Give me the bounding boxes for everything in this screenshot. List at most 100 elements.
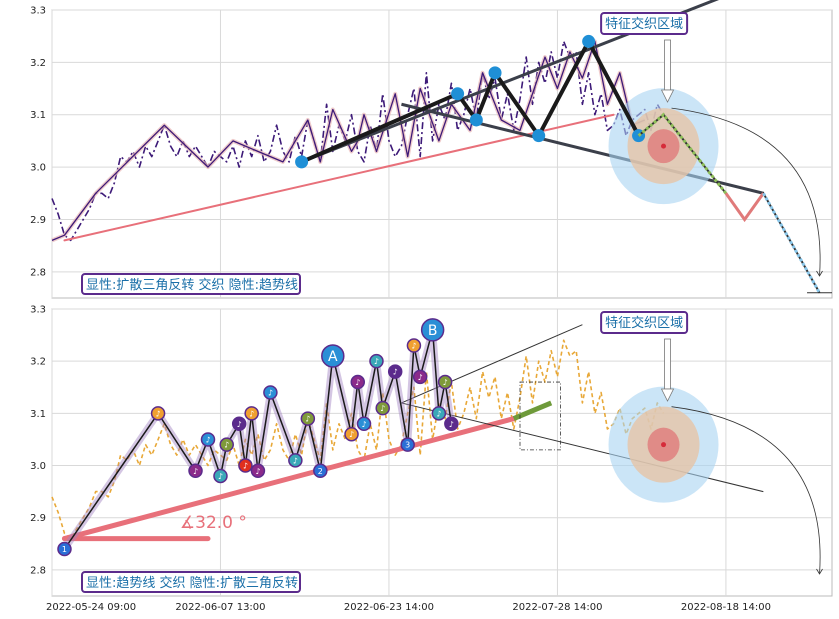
projection-arrow-head [816, 270, 823, 277]
wave-marker-label: A [328, 349, 338, 365]
wave-marker-label: ♪ [193, 467, 198, 476]
wave-marker-label: ♪ [237, 420, 242, 429]
wave-marker [219, 437, 234, 452]
projection-arrow [671, 406, 821, 575]
zone-center-dot [661, 143, 667, 149]
projection-arrow-head [816, 568, 823, 575]
feature-badge [600, 12, 689, 35]
wave-marker [300, 411, 316, 426]
wave-marker-label: ♪ [268, 388, 273, 397]
wave-marker-label: ♪ [411, 342, 416, 351]
projection-green [637, 112, 728, 195]
wave-marker [231, 416, 247, 432]
pattern-point-marker [469, 113, 483, 127]
wave-marker [244, 406, 259, 421]
y-tick-label: 3.3 [30, 305, 46, 316]
x-tick-label: 2022-08-18 14:00 [681, 602, 771, 613]
y-tick-label: 2.8 [30, 267, 46, 278]
y-tick-label: 3.1 [30, 110, 46, 121]
trend-line [63, 113, 615, 242]
wave-marker-label: ♪ [156, 409, 161, 418]
y-tick-label: 2.8 [30, 565, 46, 576]
wave-marker [238, 458, 253, 473]
wave-marker-label: 2 [318, 467, 323, 476]
projection-red [724, 192, 765, 223]
wave-marker [437, 374, 453, 390]
wave-marker-label: ♪ [349, 430, 354, 439]
y-tick-label: 3.2 [30, 357, 46, 368]
wave-marker-label: ♪ [224, 441, 229, 450]
trend-line [61, 416, 517, 542]
pattern-label-box [81, 571, 301, 593]
x-tick-label: 2022-06-07 13:00 [175, 602, 265, 613]
wave-marker [356, 416, 372, 432]
wave-marker [288, 453, 303, 468]
pattern-label-box [81, 273, 301, 295]
wave-marker-label: ♪ [380, 404, 385, 413]
forecast-box [519, 381, 561, 451]
wave-marker-label: ♪ [355, 378, 360, 387]
wave-marker-label: ♪ [205, 435, 210, 444]
bottom-panel: 2.8 2.9 3.0 3.1 3.2 3.3 ∡32.0 ° 1 ♪ ♪ ♪ ♪ ♪ ♪ ♪ ♪ ♪ ♪ ♪ ♪ 2 A… [30, 305, 833, 597]
badge-arrow-shaft [664, 338, 671, 390]
pattern-point-marker [488, 66, 502, 80]
wave-marker [188, 463, 203, 479]
wave-marker [350, 374, 366, 390]
wave-marker-label: 1 [62, 545, 67, 554]
wave-marker [200, 432, 216, 447]
triangle-upper-line [401, 324, 583, 404]
wave-marker [213, 468, 228, 484]
feature-badge [600, 311, 689, 334]
wave-marker-label: ♪ [305, 415, 310, 424]
triangle-upper-line [301, 0, 720, 164]
wave-line [63, 329, 453, 550]
price-series-1 [51, 40, 646, 242]
wave-marker [420, 318, 445, 342]
wave-marker [344, 426, 359, 442]
wave-marker [375, 400, 390, 416]
wave-marker-label: ♪ [255, 467, 260, 476]
y-tick-label: 3.1 [30, 409, 46, 420]
wave-marker-label: B [428, 323, 438, 339]
pattern-point-marker [532, 129, 546, 143]
pattern-label-text: 显性:趋势线 交织 隐性:扩散三角反转 [86, 575, 298, 591]
pattern-label-text: 显性:扩散三角反转 交织 隐性:趋势线 [86, 277, 298, 293]
zone-center-dot [661, 442, 667, 448]
y-tick-label: 3.2 [30, 58, 46, 69]
wave-marker [150, 406, 166, 421]
price-series-0 [51, 40, 665, 242]
wave-marker-label: ♪ [449, 420, 454, 429]
wave-marker [313, 463, 328, 479]
wave-marker-label: ♪ [418, 373, 423, 382]
y-tick-label: 3.0 [30, 461, 46, 472]
wave-marker-label: ♪ [374, 357, 379, 366]
wave-marker-label: ♪ [443, 378, 448, 387]
x-tick-label: 2022-06-23 14:00 [344, 602, 434, 613]
wave-marker [444, 416, 459, 432]
wave-marker [250, 463, 266, 479]
wave-marker [431, 406, 447, 421]
y-tick-label: 3.0 [30, 163, 46, 174]
feature-badge-text: 特征交织区域 [605, 315, 683, 331]
y-tick-label: 2.9 [30, 513, 46, 524]
wave-marker [400, 437, 415, 452]
y-tick-label: 2.9 [30, 215, 46, 226]
wave-marker [369, 353, 384, 369]
badge-arrow-head [660, 388, 675, 402]
wave-marker-label: ♪ [243, 462, 248, 471]
wave-marker [263, 385, 278, 400]
projection-arrow [671, 107, 821, 277]
wave-marker [412, 369, 428, 385]
wave-marker-label: ♪ [293, 456, 298, 465]
x-tick-label: 2022-07-28 14:00 [512, 602, 602, 613]
x-tick-label: 2022-05-24 09:00 [46, 602, 136, 613]
pattern-point-marker [451, 87, 465, 101]
wave-marker-label: ♪ [361, 420, 366, 429]
wave-marker-label: ♪ [249, 409, 254, 418]
x-axis: 2022-05-24 09:00 2022-06-07 13:00 2022-06-… [46, 602, 771, 613]
pattern-point-marker [582, 34, 596, 48]
wave-marker [387, 364, 403, 379]
